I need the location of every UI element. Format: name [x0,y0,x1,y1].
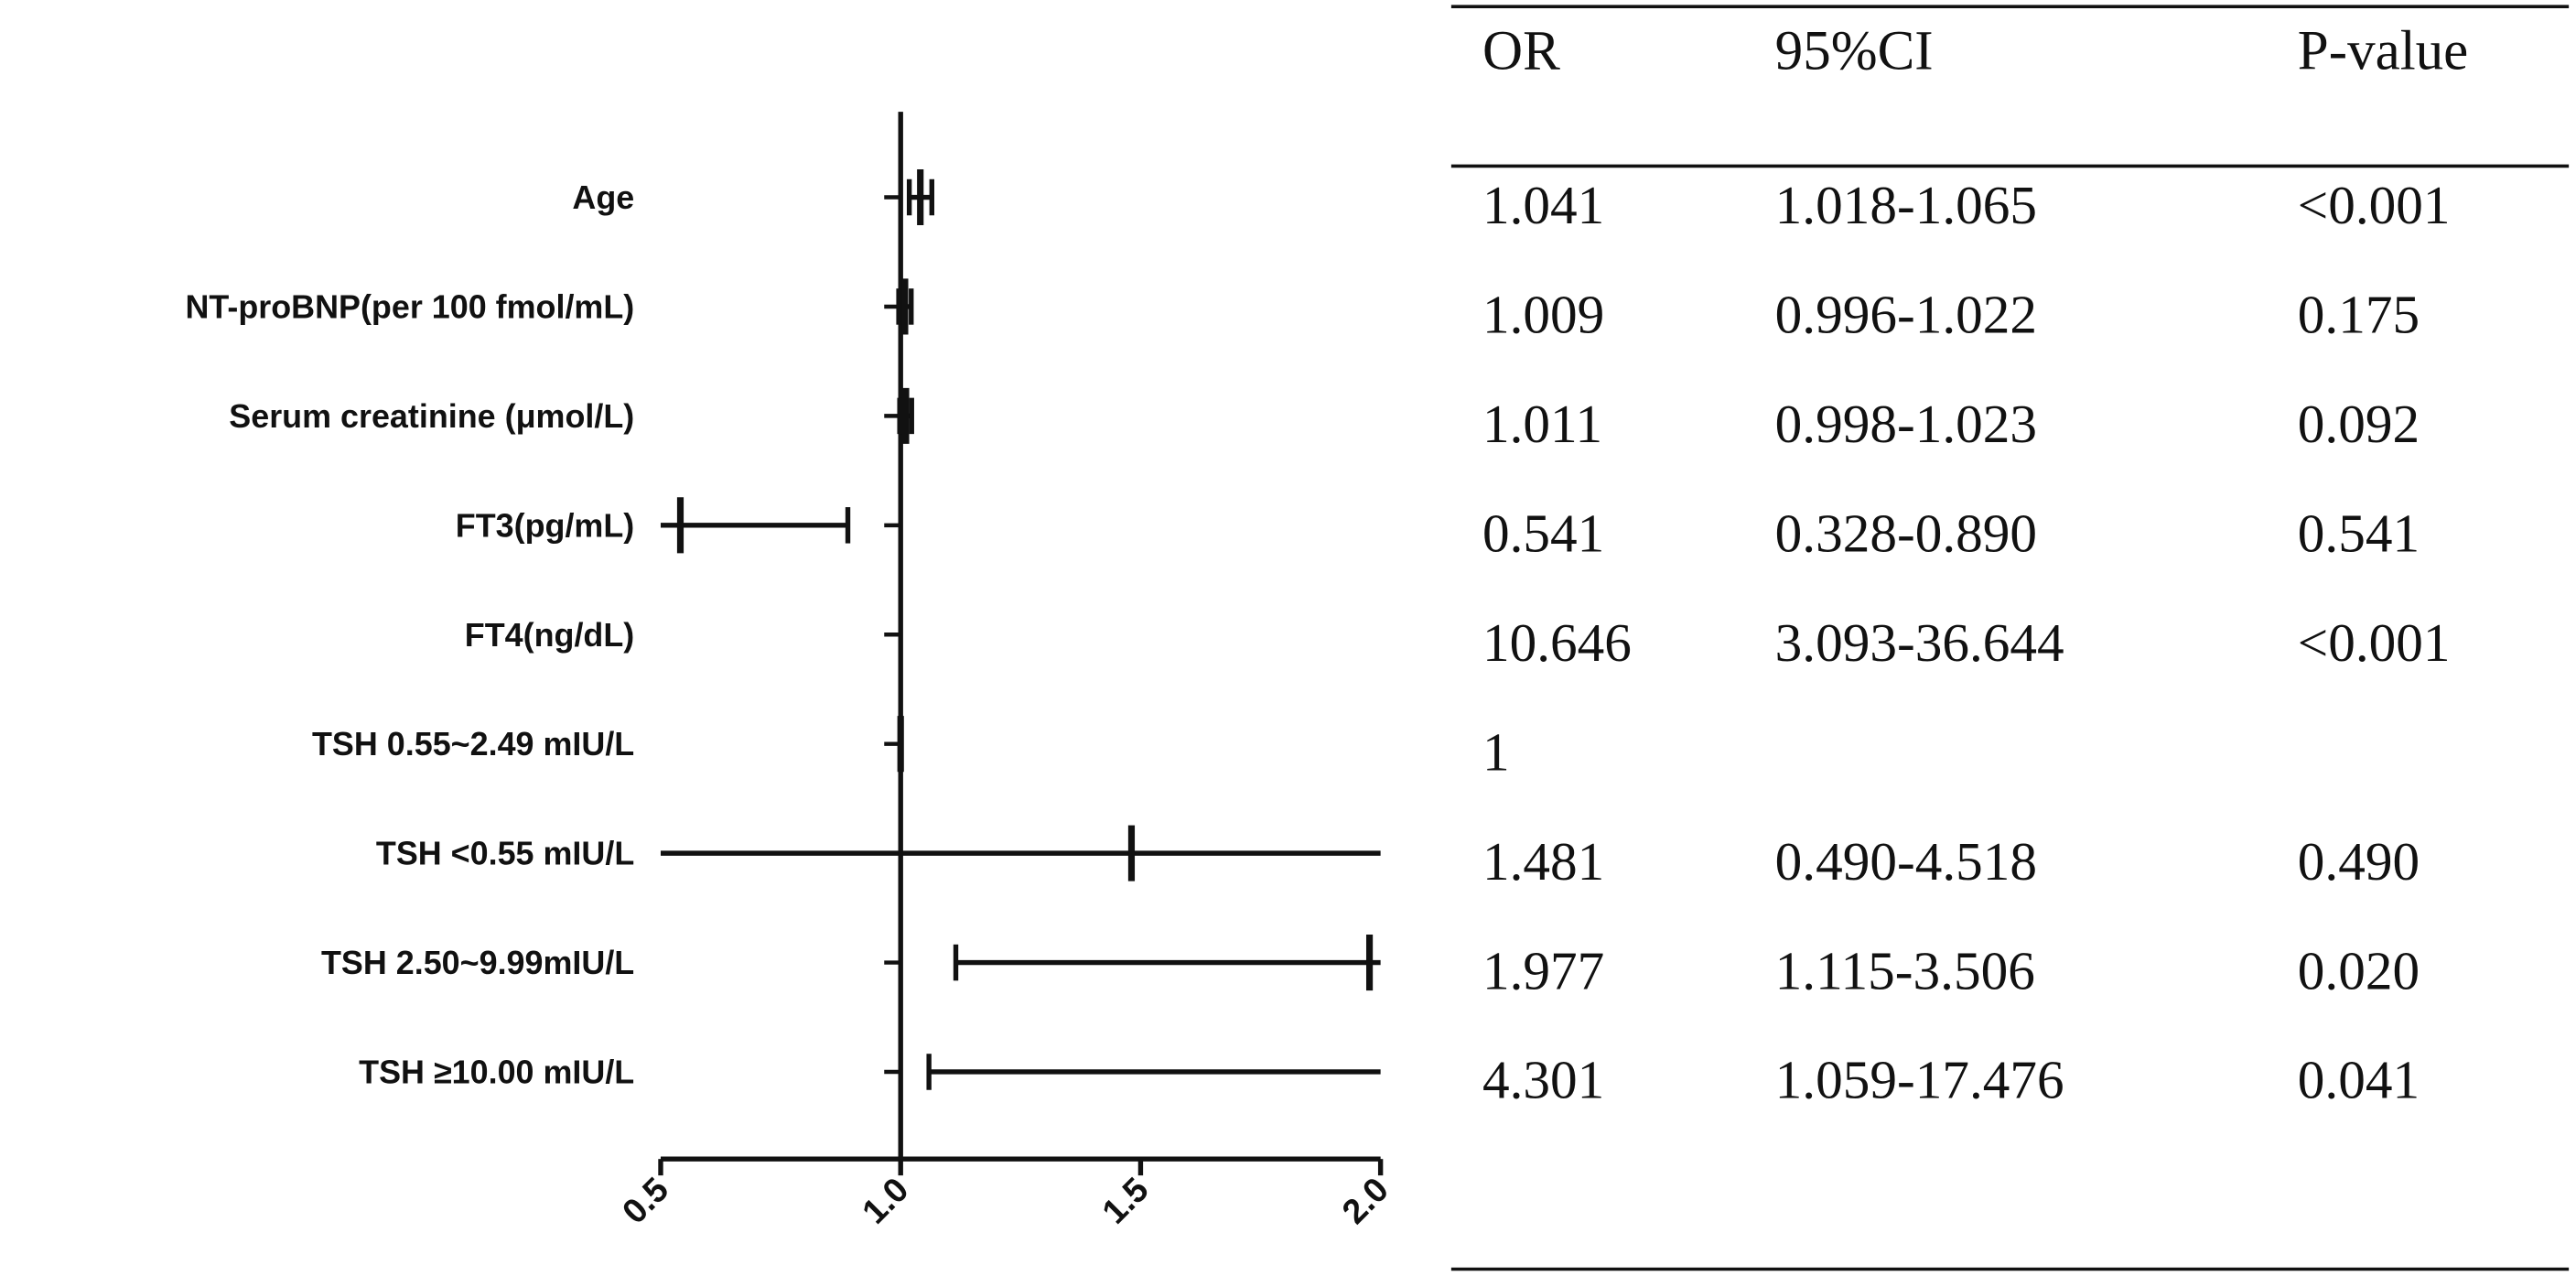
table-cell-or: 1.009 [1482,285,1604,345]
row-label: FT4(ng/dL) [465,616,634,654]
x-tick-label: 1.0 [855,1170,916,1231]
table-rows: 1.041 1.018-1.065 <0.001 1.009 0.996-1.022 0.… [1482,175,2451,1109]
table-cell-p: 0.092 [2298,394,2420,454]
table-cell-or: 1.977 [1482,940,1604,1000]
table-cell-or: 1.481 [1482,831,1604,892]
table-cell-or: 4.301 [1482,1050,1604,1110]
table-cell-ci: 1.018-1.065 [1775,175,2037,235]
table-cell-or: 1.041 [1482,175,1604,235]
table-cell-ci: 3.093-36.644 [1775,612,2064,673]
table-cell-p: 0.041 [2298,1050,2420,1110]
table-cell-ci: 1.115-3.506 [1775,940,2035,1000]
table-cell-p: 0.175 [2298,285,2420,345]
header-ci: 95%CI [1775,20,1934,81]
table-cell-or: 1 [1482,721,1510,782]
table-cell-p: <0.001 [2298,175,2451,235]
table-cell-ci: 0.328-0.890 [1775,503,2037,564]
table-cell-or: 0.541 [1482,503,1604,564]
table-cell-p: 0.541 [2298,503,2420,564]
table-cell-or: 1.011 [1482,394,1602,454]
table-cell-p: <0.001 [2298,612,2451,673]
row-label: FT3(pg/mL) [456,506,634,544]
row-label: TSH ≥10.00 mIU/L [359,1054,634,1091]
x-tick-label: 2.0 [1334,1170,1396,1231]
table-cell-ci: 0.998-1.023 [1775,394,2037,454]
table-cell-p: 0.490 [2298,831,2420,892]
row-label: Age [572,178,634,216]
plot-area: 0.5 1.0 1.5 2.0 Age NT-proBNP(per 100 fmol/mL… [185,112,1396,1231]
table-cell-or: 10.646 [1482,612,1632,673]
header-p-value: P-value [2298,20,2468,81]
x-tick-label: 0.5 [615,1170,676,1231]
header-or: OR [1482,20,1560,81]
x-tick-label: 1.5 [1094,1170,1156,1231]
table-cell-p: 0.020 [2298,940,2420,1000]
row-label: TSH <0.55 mIU/L [376,835,634,872]
row-label: TSH 0.55~2.49 mIU/L [312,725,634,762]
row-label: TSH 2.50~9.99mIU/L [321,944,634,981]
row-label: Serum creatinine (μmol/L) [229,397,634,435]
table-cell-ci: 0.996-1.022 [1775,285,2037,345]
table-cell-ci: 1.059-17.476 [1775,1050,2064,1110]
table-cell-ci: 0.490-4.518 [1775,831,2037,892]
results-table: OR 95%CI P-value 1.041 1.018-1.065 <0.0011… [1450,5,2570,1271]
row-label: NT-proBNP(per 100 fmol/mL) [185,288,634,326]
